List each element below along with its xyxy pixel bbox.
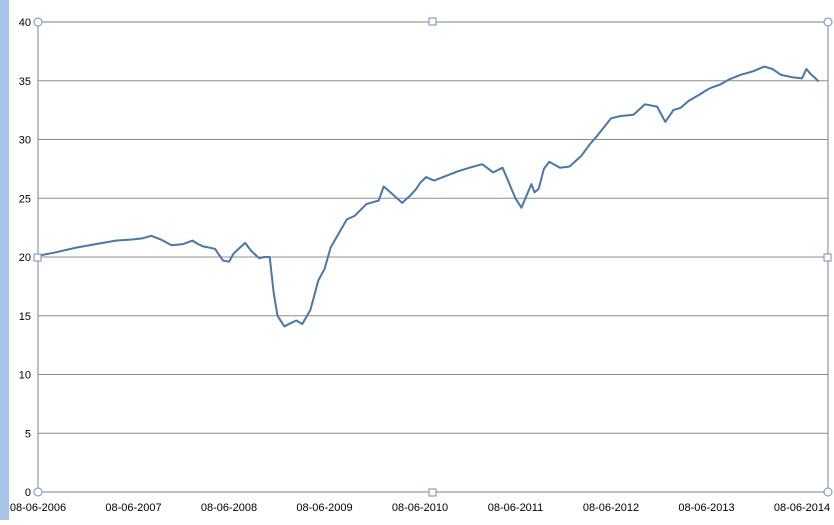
x-tick-label: 08-06-2006: [10, 502, 66, 514]
y-tick-label: 35: [19, 76, 31, 88]
resize-handle-right[interactable]: [823, 253, 832, 262]
window-left-border: [0, 0, 9, 520]
series-group: [37, 65, 819, 328]
x-tick-label: 08-06-2009: [296, 502, 352, 514]
y-tick-label: 10: [19, 370, 31, 382]
resize-handle-top-right[interactable]: [823, 17, 833, 27]
selection-handles: [33, 17, 833, 497]
resize-handle-top-left[interactable]: [33, 17, 43, 27]
x-axis-tick-labels: 08-06-2006 08-06-2007 08-06-2008 08-06-2009…: [10, 502, 830, 514]
y-tick-label: 40: [19, 17, 31, 29]
series-line[interactable]: [37, 65, 819, 328]
x-tick-label: 08-06-2014: [774, 502, 830, 514]
resize-handle-bottom-left[interactable]: [33, 487, 43, 497]
y-tick-label: 30: [19, 135, 31, 147]
y-axis-tick-labels: 0 5 10 15 20 25 30 35 40: [19, 17, 31, 499]
x-tick-label: 08-06-2010: [392, 502, 448, 514]
x-tick-label: 08-06-2008: [201, 502, 257, 514]
resize-handle-top[interactable]: [428, 17, 437, 26]
y-tick-label: 25: [19, 193, 31, 205]
resize-handle-left[interactable]: [33, 253, 42, 262]
x-tick-label: 08-06-2012: [583, 502, 639, 514]
resize-handle-bottom[interactable]: [428, 488, 437, 497]
y-tick-label: 15: [19, 311, 31, 323]
x-tick-label: 08-06-2011: [488, 502, 543, 514]
gridlines: [38, 80, 828, 434]
x-tick-label: 08-06-2013: [678, 502, 734, 514]
x-tick-label: 08-06-2007: [105, 502, 161, 514]
resize-handle-bottom-right[interactable]: [823, 487, 833, 497]
y-tick-label: 20: [19, 252, 31, 264]
y-tick-label: 0: [25, 487, 31, 499]
y-tick-label: 5: [25, 428, 31, 440]
